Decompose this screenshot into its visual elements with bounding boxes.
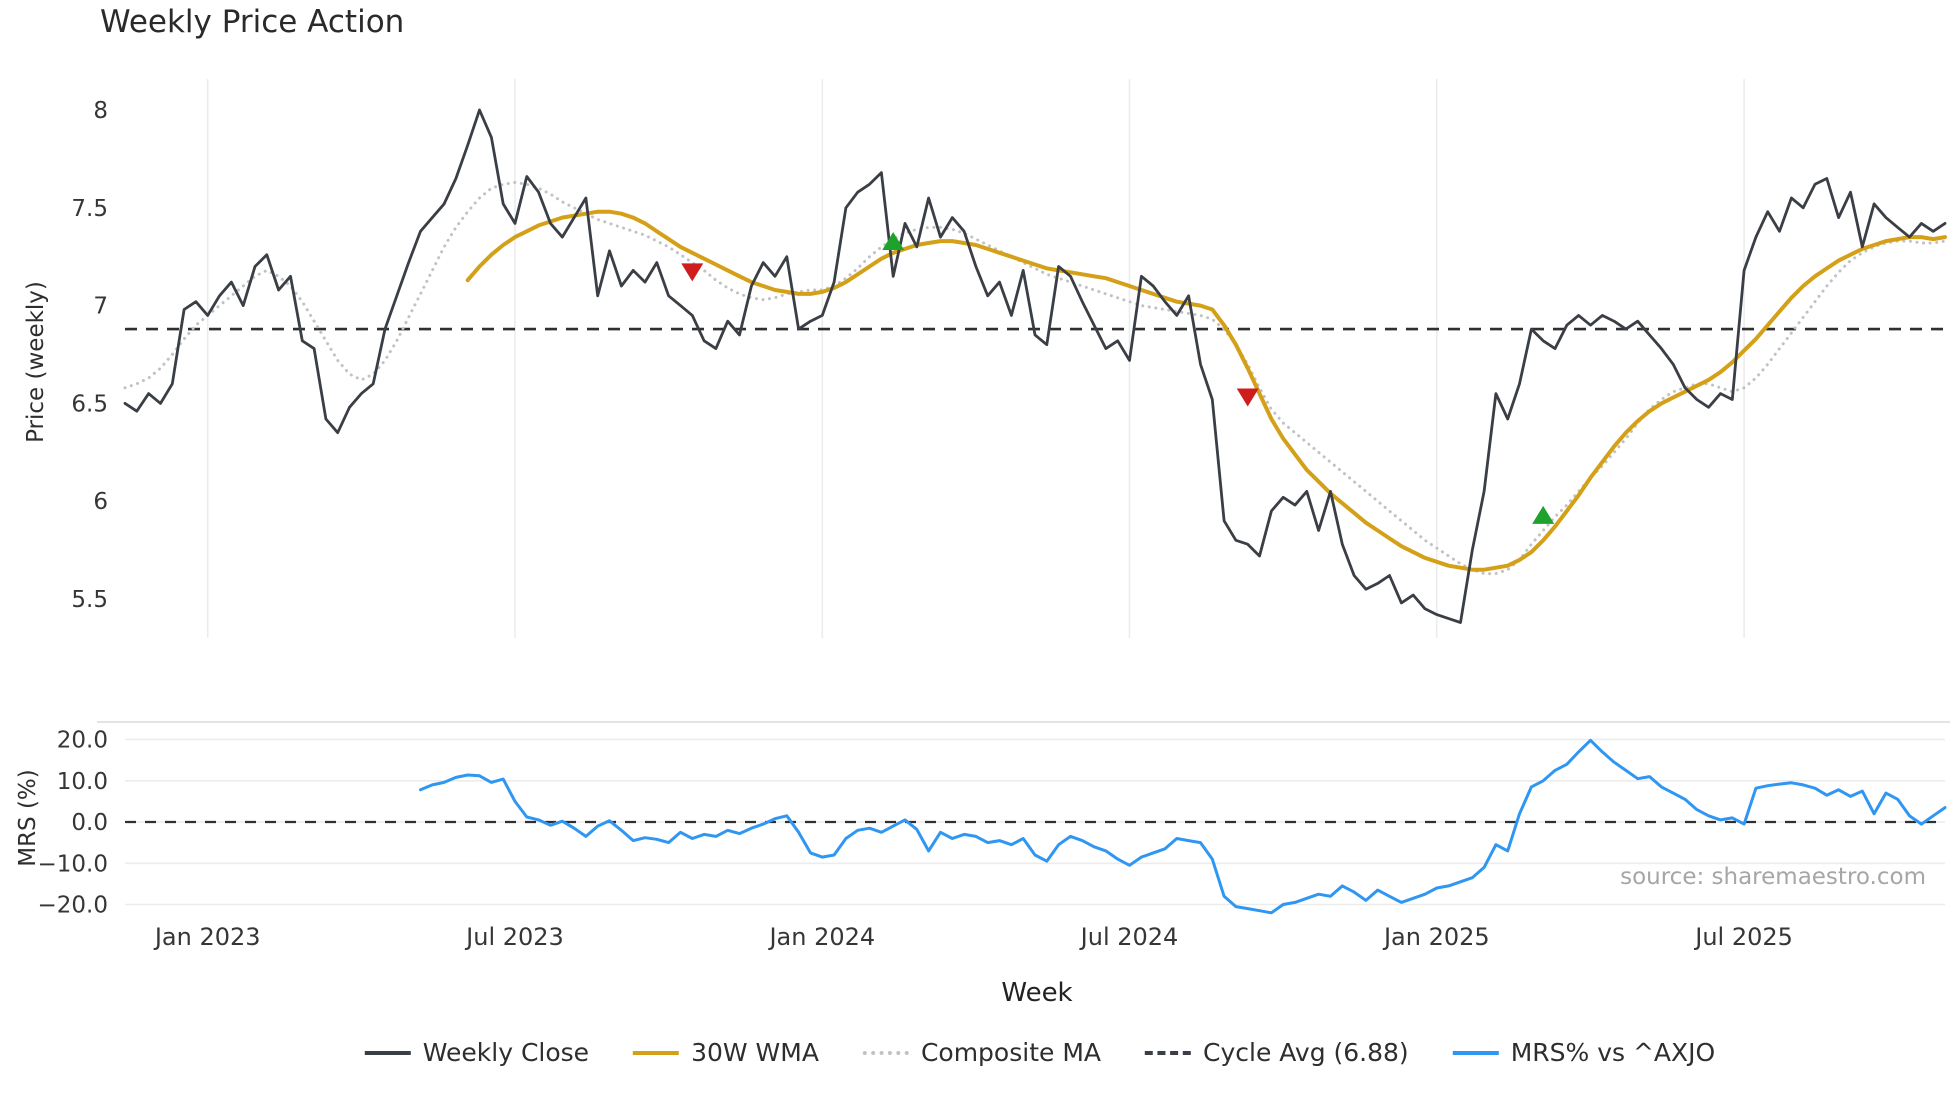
x-axis-title: Week <box>1001 978 1073 1008</box>
legend-label-composite-ma: Composite MA <box>920 1038 1101 1067</box>
buy-signal-marker <box>882 232 905 251</box>
price-ytick-label: 5.5 <box>71 587 108 613</box>
chart-title: Weekly Price Action <box>100 4 405 40</box>
sell-signal-marker <box>681 263 704 282</box>
x-tick-label: Jan 2024 <box>767 923 875 951</box>
mrs-ytick-label: −10.0 <box>38 851 108 877</box>
sell-signal-marker <box>1236 388 1259 407</box>
x-tick-label: Jul 2024 <box>1079 923 1179 951</box>
mrs-swatch <box>1452 1050 1499 1055</box>
legend-item-composite-ma[interactable]: Composite MA <box>862 1038 1101 1067</box>
legend-item-cycle-avg[interactable]: Cycle Avg (6.88) <box>1145 1038 1409 1067</box>
x-tick-label: Jul 2023 <box>464 923 564 951</box>
30w-wma-line <box>465 209 1947 572</box>
legend-item-30w-wma[interactable]: 30W WMA <box>633 1038 819 1067</box>
legend-label-30w-wma: 30W WMA <box>691 1038 819 1067</box>
composite-ma-line <box>123 180 1947 576</box>
legend: Weekly Close 30W WMA Composite MA Cycle … <box>364 1038 1716 1067</box>
x-tick-label: Jan 2023 <box>153 923 261 951</box>
mrs-panel: 20.0 10.0 0.0 −10.0 −20.0 Jan 2023 Jul 2023 Jan… <box>38 721 1950 951</box>
source-credit: source: sharemaestro.com <box>1620 864 1926 890</box>
cycle-avg-swatch <box>1145 1050 1191 1055</box>
price-ytick-label: 6 <box>93 489 108 515</box>
legend-item-mrs[interactable]: MRS% vs ^AXJO <box>1452 1038 1716 1067</box>
x-tick-label: Jan 2025 <box>1382 923 1490 951</box>
price-panel: 8 7.5 7 6.5 6 5.5 <box>71 79 1947 638</box>
legend-label-weekly-close: Weekly Close <box>422 1038 590 1067</box>
price-ytick-label: 7.5 <box>71 196 108 222</box>
composite-ma-swatch <box>862 1050 909 1055</box>
mrs-ytick-label: 0.0 <box>71 810 108 836</box>
mrs-ytick-label: 10.0 <box>57 769 108 795</box>
price-ytick-label: 6.5 <box>71 391 108 417</box>
price-ytick-label: 7 <box>93 294 108 320</box>
legend-label-mrs: MRS% vs ^AXJO <box>1510 1038 1716 1067</box>
mrs-ytick-label: 20.0 <box>57 728 108 754</box>
mrs-line <box>419 738 1947 915</box>
legend-label-cycle-avg: Cycle Avg (6.88) <box>1203 1038 1409 1067</box>
weekly-close-swatch <box>364 1050 411 1055</box>
mrs-ytick-label: −20.0 <box>38 893 108 919</box>
x-tick-label: Jul 2025 <box>1693 923 1793 951</box>
wma-swatch <box>633 1050 680 1055</box>
buy-signal-marker <box>1532 505 1555 524</box>
price-ytick-label: 8 <box>93 98 108 124</box>
weekly-close-line <box>123 108 1947 624</box>
legend-item-weekly-close[interactable]: Weekly Close <box>364 1038 590 1067</box>
